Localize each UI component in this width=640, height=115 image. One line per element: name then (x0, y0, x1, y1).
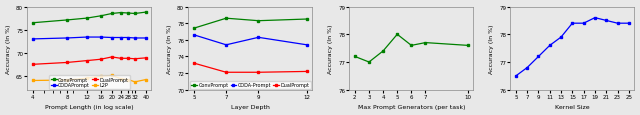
ConvPrompt (512, 76, 520, 77)
L2P (108, 75, 116, 76)
CODAPrompt (131, 38, 139, 39)
ConvPrompt (190, 28, 198, 30)
DualPrompt (222, 72, 230, 73)
Line: DualPrompt: DualPrompt (31, 56, 147, 66)
CODAPrompt (142, 38, 150, 39)
CODA-Prompt (303, 45, 310, 46)
DualPrompt (303, 71, 310, 72)
ConvPrompt (534, 56, 542, 58)
DualPrompt (63, 62, 71, 64)
CODAPrompt (97, 37, 105, 38)
CODA-Prompt (255, 37, 262, 39)
CODA-Prompt (222, 45, 230, 46)
CODAPrompt (83, 37, 91, 38)
DualPrompt (131, 59, 139, 60)
ConvPrompt (117, 13, 125, 14)
L2P (131, 81, 139, 83)
ConvPrompt (365, 62, 373, 63)
ConvPrompt (108, 14, 116, 15)
DualPrompt (142, 58, 150, 59)
ConvPrompt (602, 21, 610, 22)
ConvPrompt (255, 21, 262, 22)
ConvPrompt (614, 23, 621, 25)
X-axis label: Max Prompt Generators (per task): Max Prompt Generators (per task) (358, 105, 465, 109)
Legend: ConvPrompt, CODAPrompt, DualPrompt, L2P: ConvPrompt, CODAPrompt, DualPrompt, L2P (49, 76, 129, 89)
Y-axis label: Accuracy (In %): Accuracy (In %) (6, 24, 10, 73)
Y-axis label: Accuracy (In %): Accuracy (In %) (488, 24, 493, 73)
ConvPrompt (591, 18, 599, 19)
CODA-Prompt (190, 35, 198, 36)
ConvPrompt (303, 19, 310, 21)
DualPrompt (97, 59, 105, 60)
X-axis label: Kernel Size: Kernel Size (555, 105, 589, 109)
ConvPrompt (142, 12, 150, 14)
CODAPrompt (63, 38, 71, 39)
Line: CODA-Prompt: CODA-Prompt (193, 34, 308, 47)
X-axis label: Prompt Length (in log scale): Prompt Length (in log scale) (45, 105, 134, 109)
Line: ConvPrompt: ConvPrompt (31, 12, 147, 25)
Line: ConvPrompt: ConvPrompt (193, 18, 308, 30)
DualPrompt (29, 64, 36, 65)
DualPrompt (108, 57, 116, 58)
Line: ConvPrompt: ConvPrompt (515, 17, 630, 78)
DualPrompt (117, 58, 125, 59)
L2P (125, 79, 132, 80)
Y-axis label: Accuracy (In %): Accuracy (In %) (328, 24, 333, 73)
ConvPrompt (524, 67, 531, 69)
CODAPrompt (29, 39, 36, 40)
ConvPrompt (394, 34, 401, 36)
ConvPrompt (125, 13, 132, 15)
DualPrompt (125, 58, 132, 59)
ConvPrompt (29, 23, 36, 24)
ConvPrompt (380, 51, 387, 52)
DualPrompt (83, 60, 91, 62)
Line: DualPrompt: DualPrompt (193, 62, 308, 74)
ConvPrompt (422, 43, 429, 44)
CODAPrompt (125, 37, 132, 39)
X-axis label: Layer Depth: Layer Depth (231, 105, 270, 109)
ConvPrompt (557, 37, 565, 38)
ConvPrompt (351, 56, 359, 58)
ConvPrompt (580, 23, 588, 25)
ConvPrompt (408, 45, 415, 47)
L2P (63, 80, 71, 81)
ConvPrompt (546, 45, 554, 47)
ConvPrompt (83, 18, 91, 20)
ConvPrompt (97, 16, 105, 17)
CODAPrompt (117, 37, 125, 39)
Legend: ConvPrompt, CODA-Prompt, DualPrompt: ConvPrompt, CODA-Prompt, DualPrompt (189, 81, 311, 89)
L2P (142, 79, 150, 80)
Y-axis label: Accuracy (In %): Accuracy (In %) (166, 24, 172, 73)
ConvPrompt (464, 45, 472, 47)
Line: L2P: L2P (31, 74, 147, 83)
ConvPrompt (222, 18, 230, 20)
DualPrompt (255, 72, 262, 73)
ConvPrompt (568, 23, 576, 25)
Line: CODAPrompt: CODAPrompt (31, 36, 147, 41)
Line: ConvPrompt: ConvPrompt (353, 34, 469, 64)
L2P (117, 78, 125, 80)
L2P (83, 78, 91, 79)
ConvPrompt (131, 14, 139, 15)
ConvPrompt (625, 23, 632, 25)
DualPrompt (190, 63, 198, 64)
L2P (29, 80, 36, 81)
L2P (97, 76, 105, 77)
ConvPrompt (63, 20, 71, 22)
CODAPrompt (108, 37, 116, 39)
